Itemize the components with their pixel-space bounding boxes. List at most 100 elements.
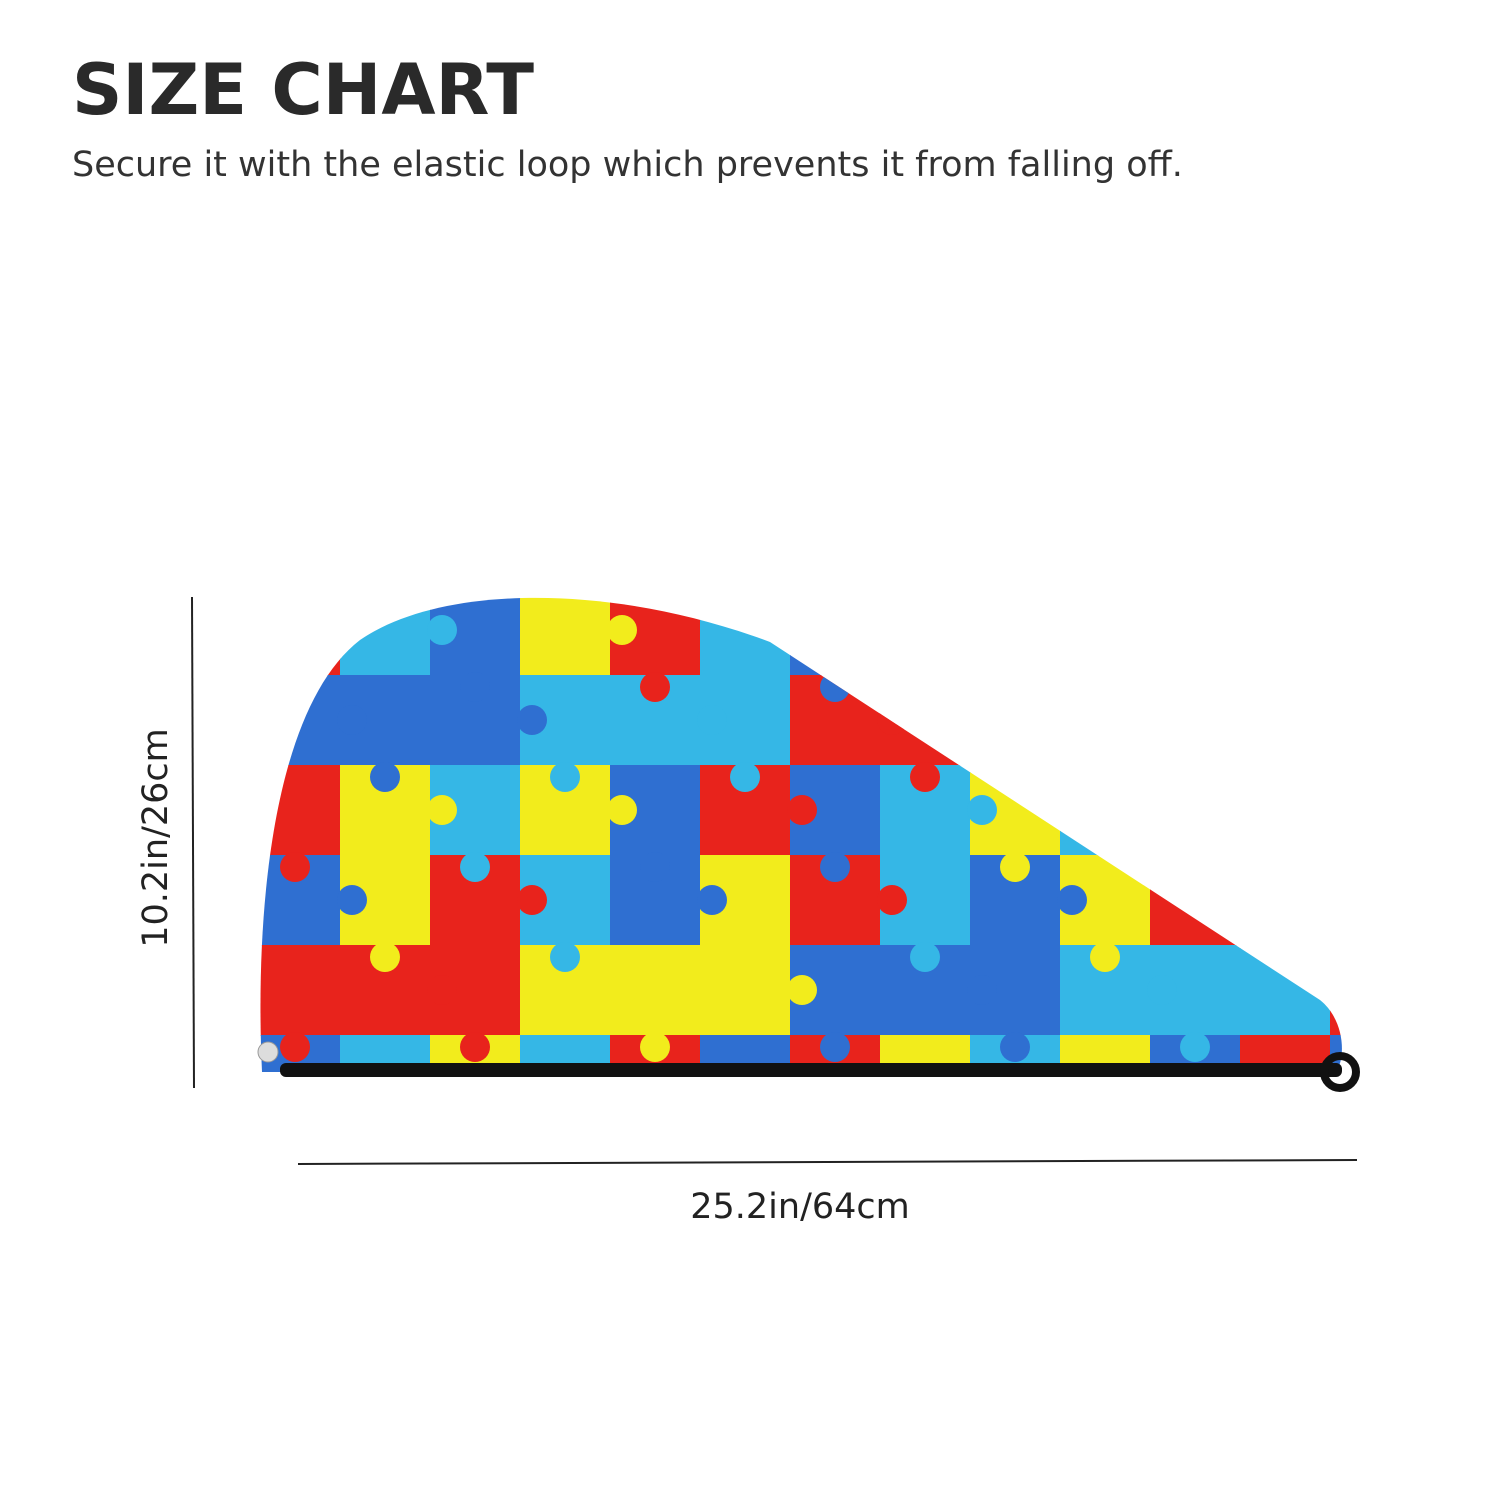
puzzle-piece — [370, 1122, 400, 1152]
width-line — [297, 1159, 1358, 1165]
puzzle-piece — [967, 615, 997, 645]
puzzle-piece — [260, 675, 341, 766]
puzzle-piece — [607, 615, 637, 645]
puzzle-piece — [1150, 855, 1241, 946]
puzzle-piece — [787, 615, 817, 645]
puzzle-piece — [700, 597, 791, 676]
puzzle-piece — [1150, 675, 1241, 766]
puzzle-piece — [1270, 1122, 1300, 1152]
puzzle-piece — [280, 1032, 310, 1062]
puzzle-piece — [1417, 1065, 1447, 1095]
puzzle-piece — [730, 942, 760, 972]
puzzle-piece — [1090, 942, 1120, 972]
puzzle-piece — [970, 597, 1061, 676]
puzzle-piece — [877, 885, 907, 915]
puzzle-piece — [1240, 945, 1331, 1036]
puzzle-piece — [820, 1032, 850, 1062]
puzzle-piece — [1150, 765, 1241, 856]
puzzle-piece — [1060, 765, 1151, 856]
puzzle-piece — [697, 705, 727, 735]
puzzle-piece — [880, 597, 971, 676]
puzzle-piece — [1147, 615, 1177, 645]
puzzle-piece — [1237, 705, 1267, 735]
puzzle-piece — [1057, 705, 1087, 735]
loop — [1320, 1052, 1360, 1092]
puzzle-piece — [1327, 615, 1342, 645]
puzzle-piece — [970, 675, 1061, 766]
puzzle-piece — [550, 762, 580, 792]
puzzle-piece — [1360, 672, 1390, 702]
puzzle-piece — [880, 675, 971, 766]
puzzle-piece — [1270, 762, 1300, 792]
puzzle-piece — [1000, 1032, 1030, 1062]
puzzle-piece — [520, 597, 611, 676]
puzzle-piece — [640, 672, 670, 702]
puzzle-piece — [460, 1032, 490, 1062]
puzzle-piece — [1240, 675, 1331, 766]
puzzle-piece — [1330, 765, 1342, 856]
puzzle-piece — [820, 852, 850, 882]
puzzle-piece — [1060, 597, 1151, 676]
puzzle-piece — [1000, 672, 1030, 702]
puzzle-piece — [1240, 765, 1331, 856]
puzzle-piece — [280, 852, 310, 882]
puzzle-piece — [260, 597, 341, 676]
puzzle-piece — [607, 975, 637, 1005]
puzzle-piece — [337, 705, 367, 735]
height-label: 10.2in/26cm — [136, 728, 176, 948]
puzzle-piece — [427, 975, 457, 1005]
puzzle-piece — [370, 942, 400, 972]
puzzle-piece — [1417, 705, 1447, 735]
puzzle-piece — [910, 942, 940, 972]
puzzle-piece — [1240, 1035, 1331, 1072]
puzzle-piece — [1330, 597, 1342, 676]
puzzle-piece — [1330, 675, 1342, 766]
puzzle-piece — [460, 672, 490, 702]
puzzle-piece — [1240, 855, 1331, 946]
puzzle-piece — [787, 795, 817, 825]
button — [257, 1041, 279, 1063]
puzzle-piece — [280, 672, 310, 702]
puzzle-piece — [1360, 852, 1390, 882]
puzzle-piece — [880, 1035, 971, 1072]
puzzle-piece — [260, 765, 341, 856]
puzzle-piece — [1060, 1035, 1151, 1072]
puzzle-piece — [787, 975, 817, 1005]
puzzle-piece — [1360, 1032, 1390, 1062]
width-label: 25.2in/64cm — [690, 1187, 910, 1227]
puzzle-piece — [730, 1122, 760, 1152]
puzzle-piece — [697, 885, 727, 915]
puzzle-piece — [337, 885, 367, 915]
puzzle-piece — [550, 942, 580, 972]
puzzle-piece — [640, 1032, 670, 1062]
puzzle-piece — [1330, 1035, 1342, 1072]
puzzle-piece — [700, 1035, 791, 1072]
puzzle-piece — [1270, 942, 1300, 972]
puzzle-piece — [1237, 885, 1267, 915]
puzzle-piece — [517, 705, 547, 735]
puzzle-piece — [820, 672, 850, 702]
puzzle-piece — [1417, 885, 1447, 915]
puzzle-piece — [260, 945, 341, 1036]
puzzle-piece — [1327, 795, 1342, 825]
puzzle-piece — [790, 597, 881, 676]
puzzle-piece — [1180, 672, 1210, 702]
towel-band — [280, 1063, 1342, 1077]
puzzle-piece — [640, 852, 670, 882]
puzzle-piece — [1090, 762, 1120, 792]
puzzle-piece — [1147, 975, 1177, 1005]
puzzle-piece — [550, 1122, 580, 1152]
subtitle: Secure it with the elastic loop which pr… — [72, 145, 1183, 185]
puzzle-piece — [967, 975, 997, 1005]
puzzle-piece — [370, 762, 400, 792]
puzzle-piece — [1330, 945, 1342, 1036]
puzzle-piece — [1330, 855, 1342, 946]
puzzle-piece — [1090, 1122, 1120, 1152]
height-line — [191, 596, 195, 1089]
puzzle-piece — [730, 762, 760, 792]
puzzle-piece — [1057, 885, 1087, 915]
puzzle-piece — [1180, 852, 1210, 882]
puzzle-piece — [607, 795, 637, 825]
puzzle-piece — [427, 615, 457, 645]
